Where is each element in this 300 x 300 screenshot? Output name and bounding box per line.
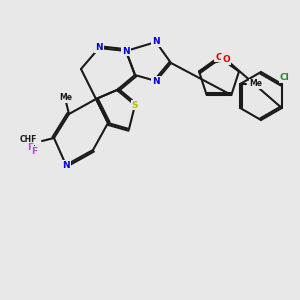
Text: O: O: [215, 52, 223, 62]
Text: Me: Me: [59, 93, 73, 102]
Text: S: S: [132, 100, 138, 109]
Text: F: F: [27, 142, 33, 152]
Text: N: N: [62, 160, 70, 169]
Text: N: N: [152, 38, 160, 46]
Text: N: N: [152, 76, 160, 85]
Text: N: N: [95, 44, 103, 52]
Text: CHF: CHF: [20, 135, 38, 144]
Text: F: F: [32, 147, 38, 156]
Text: N: N: [122, 46, 130, 56]
Text: O: O: [222, 55, 230, 64]
Text: Me: Me: [249, 80, 262, 88]
Text: Cl: Cl: [280, 74, 290, 82]
